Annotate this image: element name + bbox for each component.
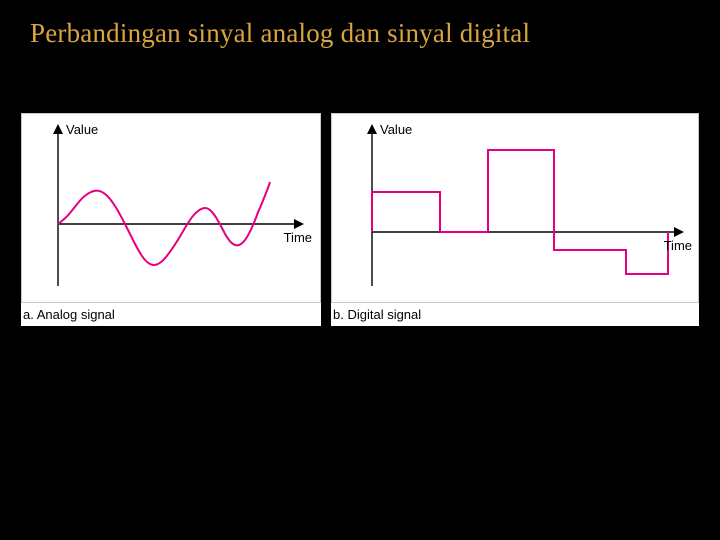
analog-chart-svg	[22, 114, 322, 304]
analog-y-label: Value	[66, 122, 98, 137]
analog-caption: a. Analog signal	[21, 303, 321, 326]
digital-y-label: Value	[380, 122, 412, 137]
digital-panel: Value Time b. Digital signal	[331, 113, 699, 326]
analog-panel: Value Time a. Analog signal	[21, 113, 321, 326]
digital-chart-svg	[332, 114, 700, 304]
charts-row: Value Time a. Analog signal Value Time b…	[0, 63, 720, 326]
digital-caption: b. Digital signal	[331, 303, 699, 326]
analog-x-label: Time	[284, 230, 312, 245]
digital-x-label: Time	[664, 238, 692, 253]
digital-chart-box: Value Time	[331, 113, 699, 303]
analog-chart-box: Value Time	[21, 113, 321, 303]
slide-title: Perbandingan sinyal analog dan sinyal di…	[0, 0, 720, 63]
